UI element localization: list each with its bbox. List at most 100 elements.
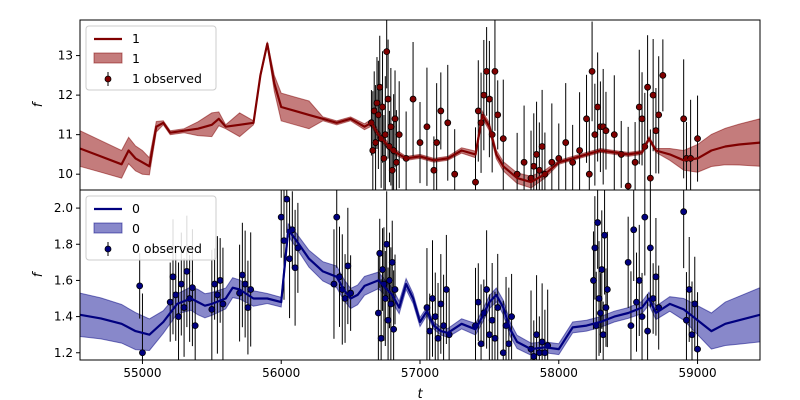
observed-point [386,277,393,284]
observed-point [183,267,191,275]
observed-point [694,135,701,143]
x-tick-label: 55000 [123,366,161,380]
legend-point-swatch [104,245,112,253]
observed-point [431,313,439,320]
x-tick-label: 58000 [540,366,578,380]
observed-point [423,304,431,311]
observed-point [283,195,291,203]
legend: 0 0 0 observed [85,195,217,261]
observed-point [691,300,699,308]
observed-point [395,131,403,139]
observed-point [644,327,651,335]
observed-point [177,280,185,288]
legend-line-label: 0 [132,201,140,216]
observed-point [599,331,607,339]
legend-band-swatch [93,52,123,64]
observed-point [344,262,352,270]
legend-point-swatch [104,75,112,83]
observed-point [520,158,528,166]
bottom-panel: 1.2 1.4 1.6 1.8 2.0 55000 56000 57000 58000 59000… [31,189,761,400]
observed-point [530,352,538,360]
observed-point [208,305,216,313]
observed-point [631,158,639,166]
observed-point [505,340,513,348]
observed-point [381,295,389,302]
observed-point [594,219,602,226]
observed-point [440,322,447,330]
observed-point [688,331,696,339]
observed-point [590,277,597,284]
observed-point [391,115,399,123]
observed-point [451,170,459,178]
observed-point [180,304,188,311]
legend-observed-label: 0 observed [132,241,202,256]
observed-point [508,313,515,320]
x-tick-label: 57000 [401,366,439,380]
observed-point [630,226,638,234]
observed-point [483,67,491,75]
observed-point [216,277,224,284]
observed-point [646,174,654,182]
observed-point [376,83,384,91]
observed-point [576,147,583,154]
observed-point [437,107,445,115]
observed-point [585,170,593,178]
y-tick-label: 1.4 [54,310,73,324]
observed-point [379,103,386,111]
observed-point [442,286,450,293]
observed-point [610,131,618,139]
legend-observed-label: 1 observed [132,71,202,86]
observed-point [373,99,381,107]
observed-point [602,127,610,135]
observed-point [238,271,246,279]
observed-points [136,195,701,360]
observed-point [175,313,182,320]
observed-point [376,249,384,257]
observed-point [474,107,482,115]
observed-point [533,331,540,339]
observed-point [374,309,382,317]
y-tick-label: 1.8 [54,237,73,251]
x-tick-label: 56000 [262,366,300,380]
observed-point [430,166,438,174]
observed-point [603,286,611,293]
observed-point [384,316,392,324]
observed-point [388,166,396,174]
observed-point [387,123,395,131]
observed-point [423,123,431,131]
observed-point [383,48,391,56]
observed-point [644,83,651,91]
observed-point [635,277,643,284]
error-bars [139,190,699,360]
observed-point [538,338,546,346]
observed-point [655,111,663,119]
observed-point [491,67,499,75]
legend-line-label: 1 [132,31,140,46]
model-line [80,228,760,351]
observed-point [291,264,299,272]
observed-point [491,334,499,342]
observed-point [485,331,493,339]
observed-point [480,91,488,99]
observed-point [213,291,221,299]
observed-point [638,313,646,320]
observed-point [594,103,602,111]
observed-point [241,280,249,288]
observed-point [680,208,688,216]
observed-point [387,300,395,308]
observed-point [247,286,255,293]
observed-point [172,291,180,299]
plot-area [80,190,760,360]
observed-point [333,213,341,221]
observed-point [472,178,479,186]
y-tick-label: 13 [58,49,73,63]
observed-point [390,325,398,333]
observed-point [380,154,388,162]
observed-point [191,322,199,330]
observed-point [277,213,285,221]
observed-point [683,316,690,324]
observed-point [409,95,417,103]
observed-point [680,115,688,123]
observed-point [166,298,174,306]
